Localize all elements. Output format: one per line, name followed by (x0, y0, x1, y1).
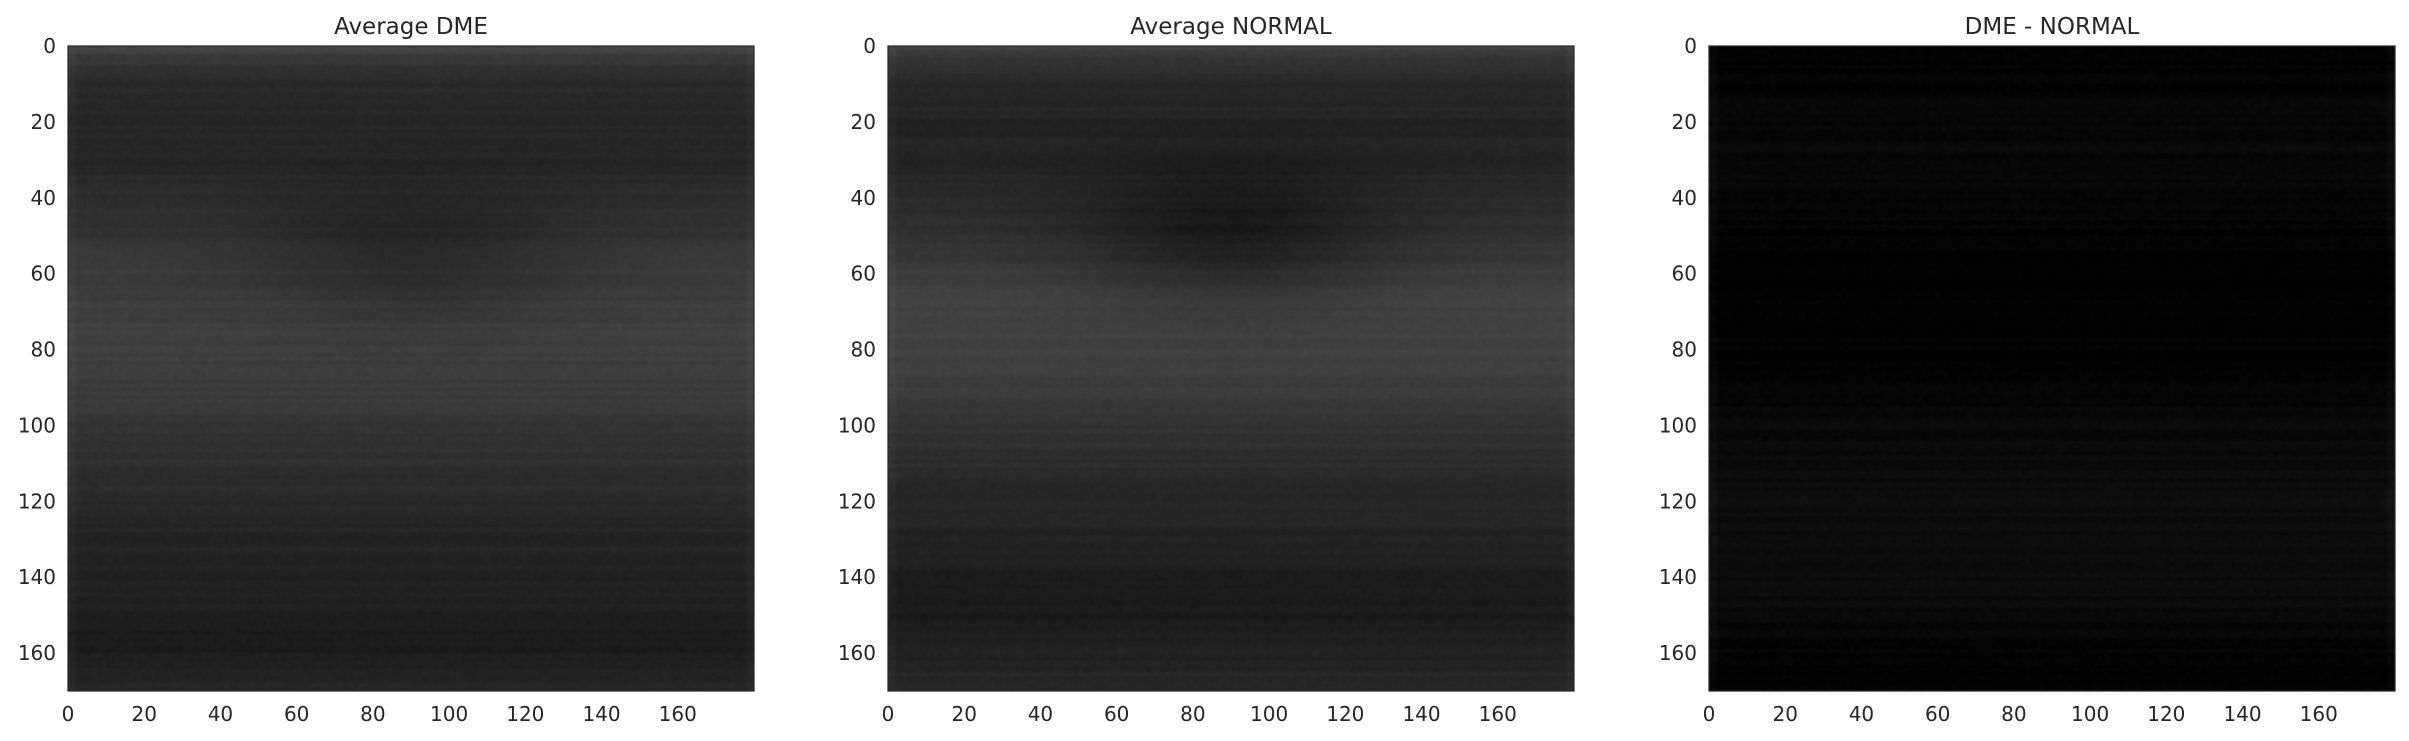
y-tick-label: 20 (851, 110, 876, 134)
y-tick-label: 60 (1672, 262, 1697, 286)
x-tick-label: 160 (1479, 702, 1517, 726)
y-tick-label: 40 (1672, 186, 1697, 210)
x-tick-label: 40 (1849, 702, 1874, 726)
x-axis: 0 20 40 60 80 100 120 140 160 (882, 702, 1517, 726)
y-tick-label: 100 (838, 413, 876, 437)
x-tick-label: 40 (208, 702, 233, 726)
y-tick-label: 140 (18, 565, 56, 589)
x-tick-label: 160 (659, 702, 697, 726)
x-tick-label: 160 (2300, 702, 2338, 726)
panel-average-dme: Average DME 0 20 40 60 80 100 120 140 160 0 20 40 6… (18, 14, 755, 726)
y-tick-label: 120 (1659, 489, 1697, 513)
y-tick-label: 40 (851, 186, 876, 210)
x-tick-label: 60 (1925, 702, 1950, 726)
x-tick-label: 60 (284, 702, 309, 726)
plot-frame (887, 45, 1575, 692)
x-tick-label: 40 (1028, 702, 1053, 726)
y-tick-label: 120 (18, 489, 56, 513)
y-tick-label: 40 (31, 186, 56, 210)
panel-title: Average NORMAL (1130, 14, 1332, 40)
y-tick-label: 160 (838, 641, 876, 665)
x-tick-label: 100 (430, 702, 468, 726)
y-tick-label: 0 (863, 34, 876, 58)
panel-dme-minus-normal: DME - NORMAL 0 20 40 60 80 100 120 140 160 0 20 40… (1659, 14, 2396, 726)
y-tick-label: 80 (31, 338, 56, 362)
x-tick-label: 80 (2001, 702, 2026, 726)
y-tick-label: 160 (1659, 641, 1697, 665)
y-tick-label: 140 (1659, 565, 1697, 589)
heatmap-image (888, 46, 1574, 691)
x-tick-label: 140 (2223, 702, 2261, 726)
x-axis: 0 20 40 60 80 100 120 140 160 (62, 702, 697, 726)
heatmap-image (68, 46, 754, 691)
x-tick-label: 120 (506, 702, 544, 726)
x-tick-label: 120 (2147, 702, 2185, 726)
y-tick-label: 140 (838, 565, 876, 589)
plot-frame (1708, 45, 2396, 692)
x-tick-label: 120 (1326, 702, 1364, 726)
x-tick-label: 140 (1402, 702, 1440, 726)
y-tick-label: 160 (18, 641, 56, 665)
y-axis: 0 20 40 60 80 100 120 140 160 (1659, 34, 1697, 665)
y-tick-label: 0 (1684, 34, 1697, 58)
y-tick-label: 20 (1672, 110, 1697, 134)
panel-title: DME - NORMAL (1965, 14, 2140, 40)
x-tick-label: 0 (62, 702, 75, 726)
y-tick-label: 0 (43, 34, 56, 58)
x-tick-label: 80 (360, 702, 385, 726)
plot-frame (67, 45, 755, 692)
y-tick-label: 60 (31, 262, 56, 286)
y-tick-label: 20 (31, 110, 56, 134)
y-tick-label: 100 (1659, 413, 1697, 437)
x-tick-label: 100 (1250, 702, 1288, 726)
x-tick-label: 20 (951, 702, 976, 726)
x-axis: 0 20 40 60 80 100 120 140 160 (1703, 702, 2338, 726)
x-tick-label: 140 (582, 702, 620, 726)
y-axis: 0 20 40 60 80 100 120 140 160 (18, 34, 56, 665)
x-tick-label: 20 (1772, 702, 1797, 726)
heatmap-image (1709, 46, 2395, 691)
panel-title: Average DME (334, 14, 488, 40)
y-axis: 0 20 40 60 80 100 120 140 160 (838, 34, 876, 665)
y-tick-label: 120 (838, 489, 876, 513)
y-tick-label: 60 (851, 262, 876, 286)
y-tick-label: 80 (851, 338, 876, 362)
y-tick-label: 100 (18, 413, 56, 437)
x-tick-label: 20 (131, 702, 156, 726)
x-tick-label: 100 (2071, 702, 2109, 726)
panel-average-normal: Average NORMAL 0 20 40 60 80 100 120 140 160 0 20… (838, 14, 1575, 726)
x-tick-label: 0 (882, 702, 895, 726)
x-tick-label: 0 (1703, 702, 1716, 726)
y-tick-label: 80 (1672, 338, 1697, 362)
x-tick-label: 80 (1180, 702, 1205, 726)
x-tick-label: 60 (1104, 702, 1129, 726)
